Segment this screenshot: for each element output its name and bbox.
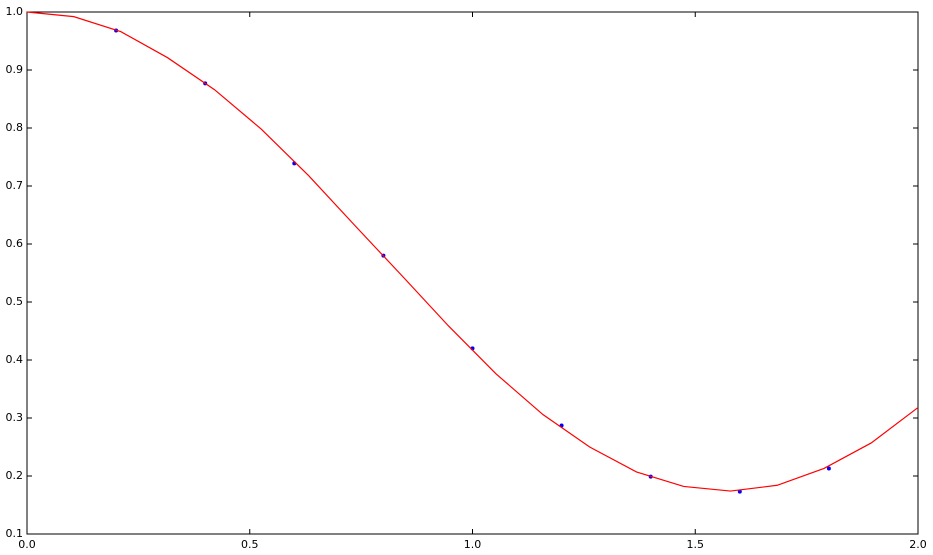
x-tick-label: 0.0: [18, 538, 36, 551]
y-tick-label: 0.9: [6, 63, 24, 76]
y-tick-label: 0.2: [6, 469, 24, 482]
y-tick-label: 0.4: [6, 353, 24, 366]
y-tick-label: 0.3: [6, 411, 24, 424]
x-tick-label: 1.5: [687, 538, 705, 551]
plot-frame: [26, 11, 919, 535]
data-point: [826, 466, 831, 471]
y-tick-label: 0.6: [6, 237, 24, 250]
y-tick-label: 0.7: [6, 179, 24, 192]
x-tick-label: 1.0: [464, 538, 482, 551]
y-tick-label: 0.5: [6, 295, 24, 308]
data-line: [26, 11, 919, 492]
x-tick-label: 2.0: [909, 538, 927, 551]
x-tick-label: 0.5: [241, 538, 259, 551]
y-tick-label: 0.8: [6, 121, 24, 134]
y-tick-label: 1.0: [6, 5, 24, 18]
y-tick-label: 0.1: [6, 527, 24, 540]
data-point: [737, 489, 742, 494]
